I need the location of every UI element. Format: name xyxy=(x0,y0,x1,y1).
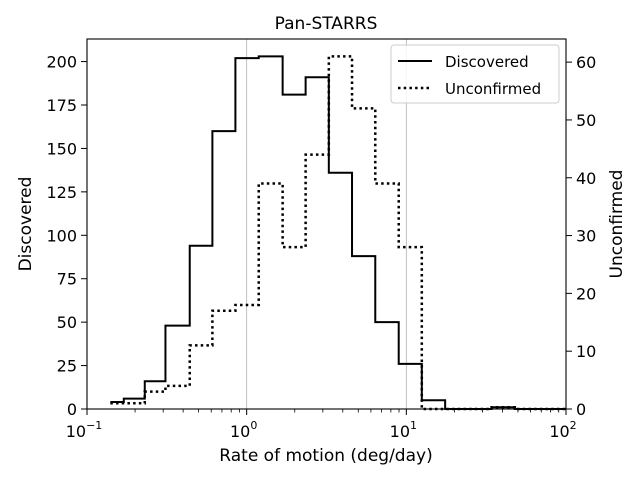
y-axis-label-left: Discovered xyxy=(16,177,36,272)
y-tick-label-left: 0 xyxy=(67,400,77,419)
legend-label-unconfirmed: Unconfirmed xyxy=(445,80,541,98)
y-tick-label-left: 125 xyxy=(46,183,77,202)
series-layer xyxy=(110,55,566,411)
series-line-discovered xyxy=(110,55,566,410)
legend: Discovered Unconfirmed xyxy=(390,44,560,104)
x-axis-label: Rate of motion (deg/day) xyxy=(219,446,432,466)
x-tick-label: 10−1 xyxy=(66,419,103,441)
y-tick-label-right: 20 xyxy=(576,284,596,303)
grid-lines xyxy=(246,39,407,409)
y-tick-label-right: 30 xyxy=(576,227,596,246)
series-line-unconfirmed xyxy=(110,55,566,411)
legend-box xyxy=(390,44,560,104)
x-tick-label: 100 xyxy=(230,419,257,441)
x-tick-label: 101 xyxy=(390,419,417,441)
plot-frame xyxy=(86,38,567,410)
y-tick-label-right: 40 xyxy=(576,169,596,188)
y-tick-label-left: 100 xyxy=(46,226,77,245)
x-axis: 10−1 100 101 102 xyxy=(66,409,577,441)
x-tick-label: 102 xyxy=(549,419,576,441)
y-tick-label-left: 175 xyxy=(46,96,77,115)
y-tick-label-right: 60 xyxy=(576,53,596,72)
y-tick-label-left: 25 xyxy=(57,357,77,376)
y-tick-label-left: 200 xyxy=(46,53,77,72)
y-tick-label-right: 10 xyxy=(576,342,596,361)
y-tick-label-left: 50 xyxy=(57,313,77,332)
y-axis-label-right: Unconfirmed xyxy=(607,170,627,279)
y-tick-label-right: 0 xyxy=(576,400,586,419)
legend-label-discovered: Discovered xyxy=(445,53,529,71)
y-axis-left: 0 25 50 75 100 125 150 175 200 xyxy=(46,53,87,419)
y-tick-label-left: 150 xyxy=(46,139,77,158)
y-tick-label-left: 75 xyxy=(57,270,77,289)
chart-title: Pan-STARRS xyxy=(275,14,378,34)
y-tick-label-right: 50 xyxy=(576,111,596,130)
y-axis-right: 0 10 20 30 40 50 60 xyxy=(566,53,596,419)
